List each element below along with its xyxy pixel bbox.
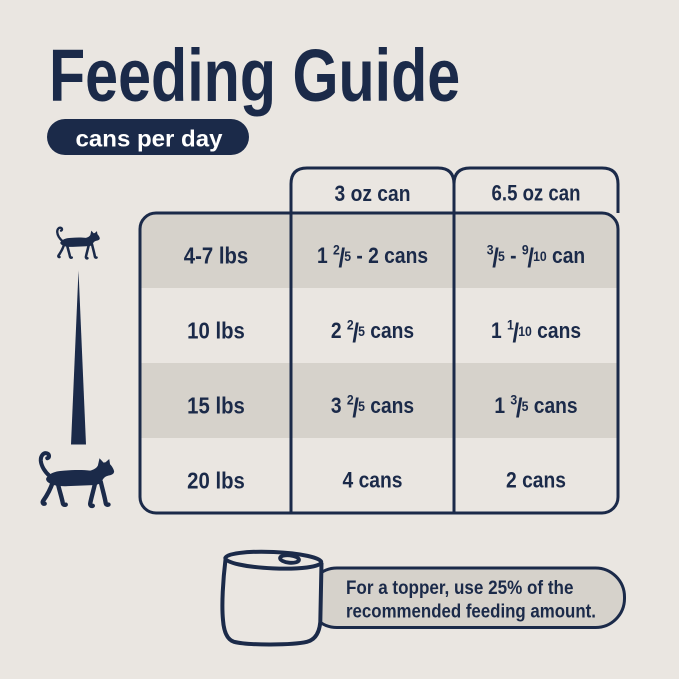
svg-text:4 cans: 4 cans (343, 468, 403, 492)
svg-text:cans per day: cans per day (76, 126, 223, 151)
svg-text:4-7 lbs: 4-7 lbs (184, 242, 248, 268)
svg-text:2 2/5 cans: 2 2/5 cans (331, 316, 414, 348)
svg-text:3/5 - 9/10 can: 3/5 - 9/10 can (487, 241, 585, 273)
svg-text:recommended feeding amount.: recommended feeding amount. (346, 600, 596, 621)
svg-text:For a topper, use 25% of the: For a topper, use 25% of the (346, 576, 573, 598)
svg-text:Feeding Guide: Feeding Guide (49, 35, 460, 118)
svg-text:6.5 oz can: 6.5 oz can (492, 182, 581, 206)
svg-text:10 lbs: 10 lbs (187, 317, 245, 343)
svg-text:15 lbs: 15 lbs (187, 392, 245, 418)
svg-text:3 oz can: 3 oz can (335, 182, 411, 206)
svg-text:1 2/5 - 2 cans: 1 2/5 - 2 cans (317, 241, 428, 273)
svg-text:1 1/10 cans: 1 1/10 cans (491, 316, 581, 348)
svg-text:20 lbs: 20 lbs (187, 467, 245, 493)
svg-text:2 cans: 2 cans (506, 468, 566, 492)
svg-text:3 2/5 cans: 3 2/5 cans (331, 391, 414, 423)
svg-text:1 3/5 cans: 1 3/5 cans (494, 391, 577, 423)
